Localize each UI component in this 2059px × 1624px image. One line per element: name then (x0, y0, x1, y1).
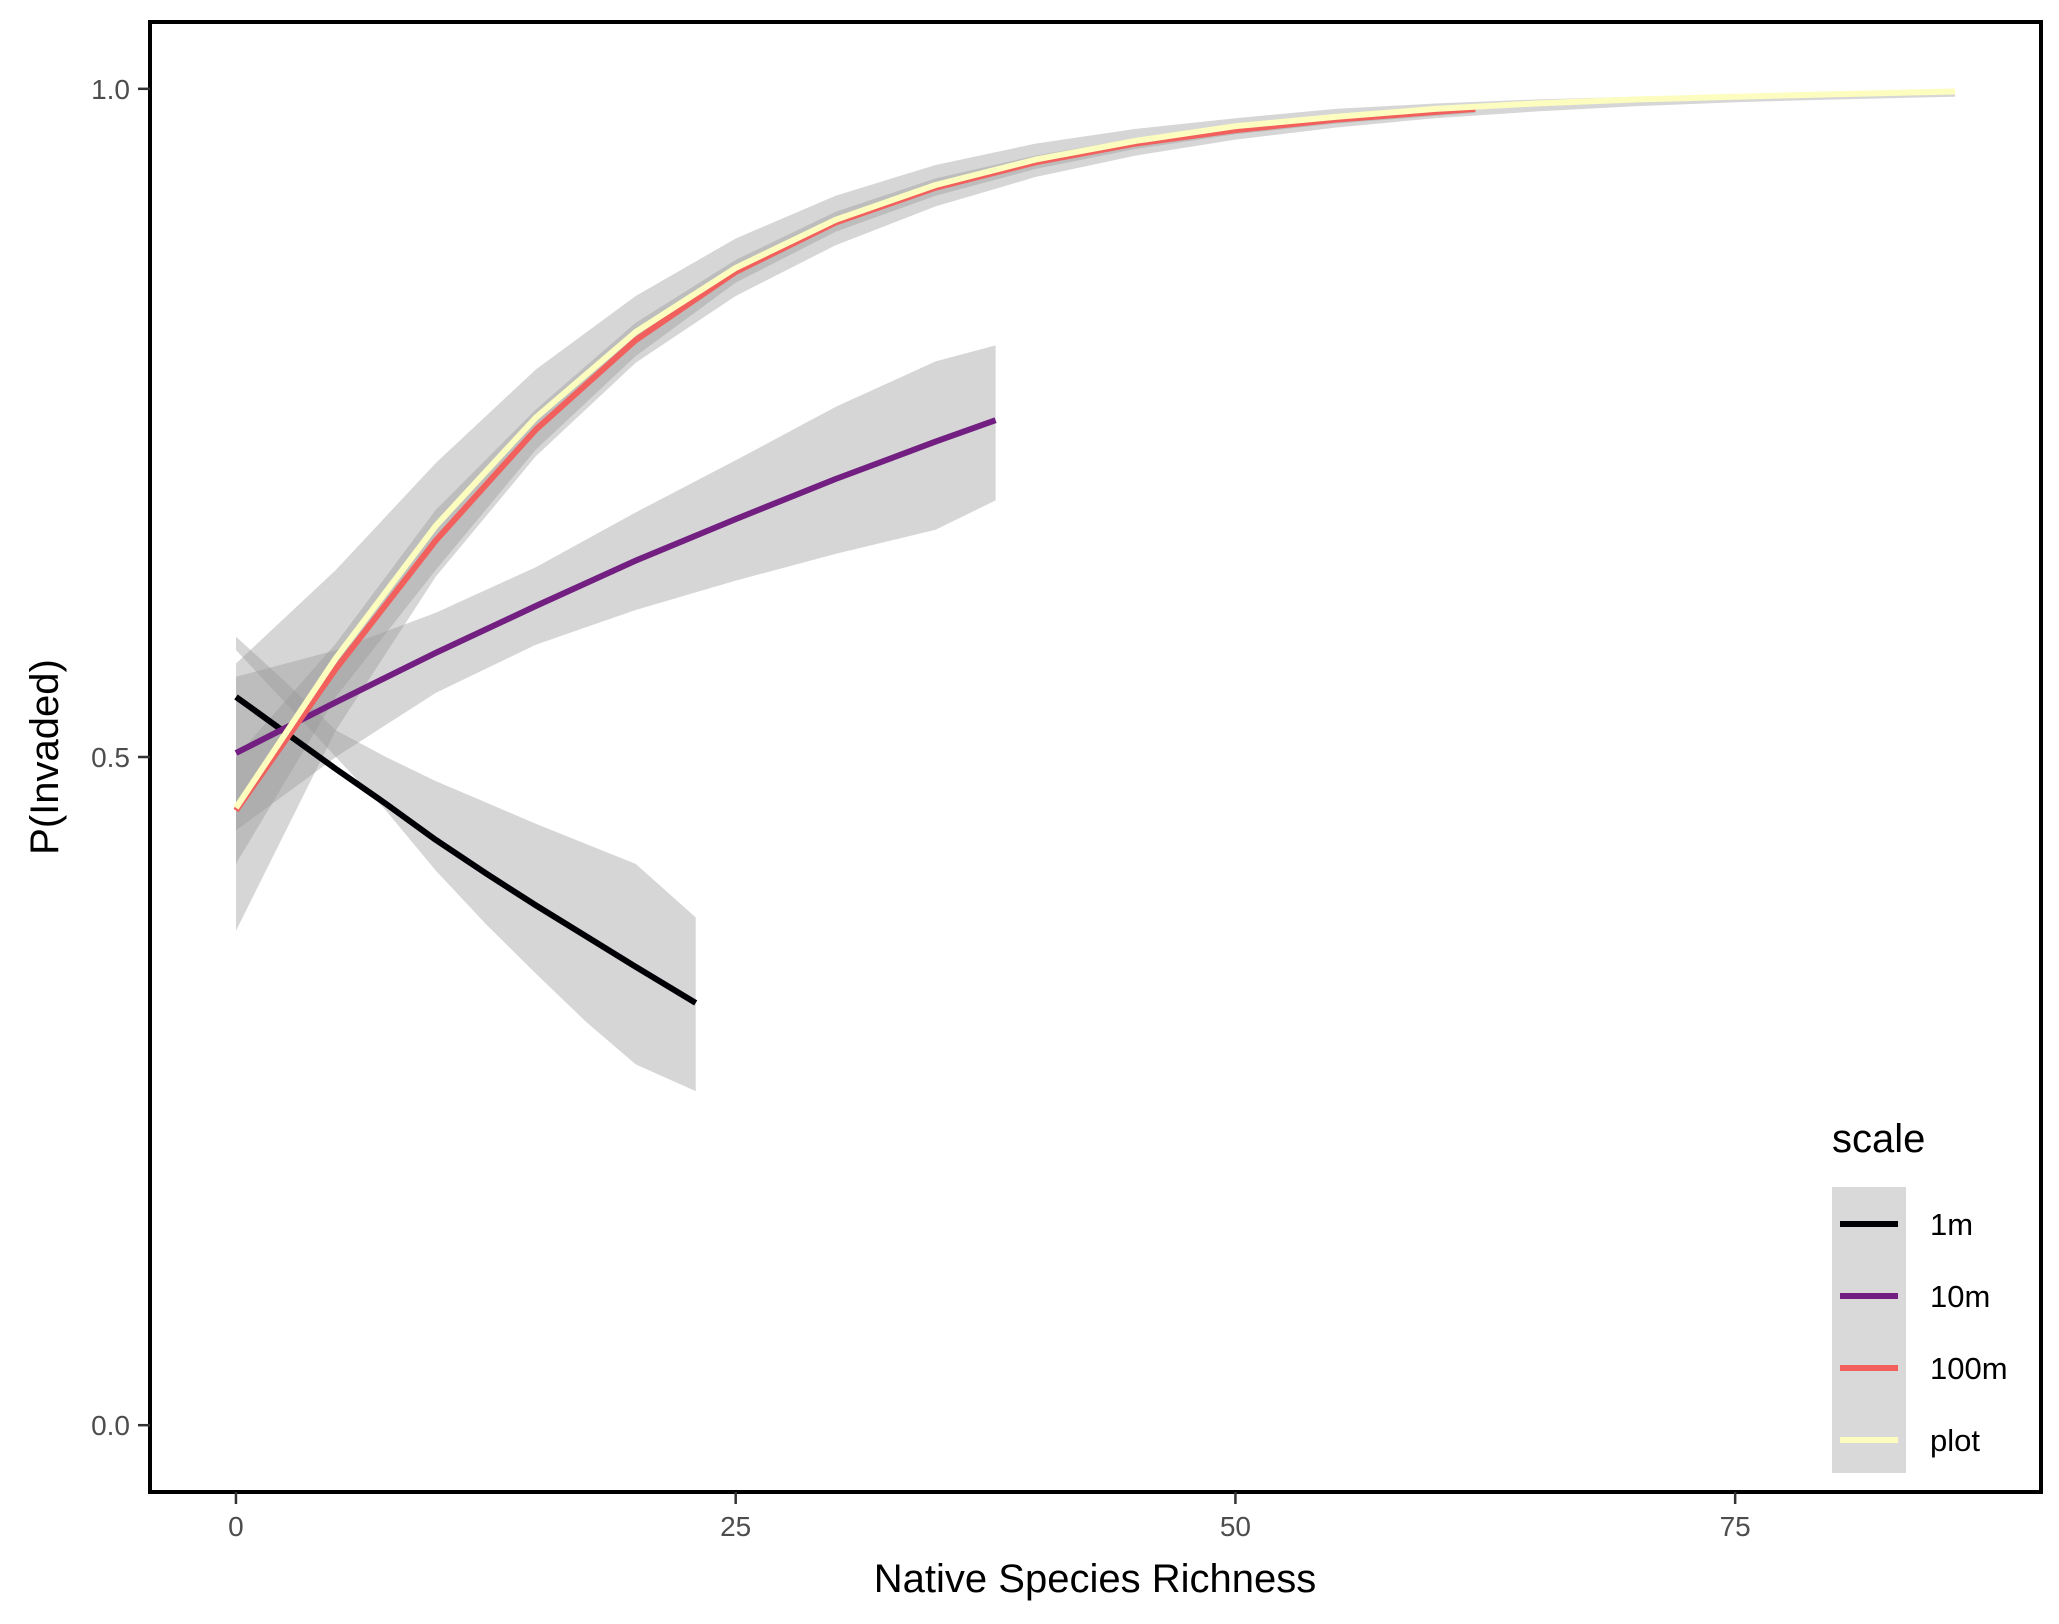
x-tick-label: 75 (1720, 1511, 1751, 1542)
x-axis: 0 25 50 75 (228, 1492, 1751, 1542)
series-line-plot (233, 88, 1956, 810)
legend-label-1m: 1m (1930, 1207, 1973, 1242)
y-tick-label: 0.5 (91, 742, 130, 773)
legend-title: scale (1832, 1117, 1925, 1161)
ribbon-plot (236, 90, 1955, 931)
series-lines (233, 88, 1956, 1006)
x-tick-label: 25 (720, 1511, 751, 1542)
x-axis-title: Native Species Richness (874, 1557, 1316, 1601)
series-line-10m (234, 417, 997, 756)
series-line-1m (234, 694, 698, 1006)
ribbon-1m (236, 636, 696, 1092)
legend-keys-background (1832, 1187, 1906, 1473)
legend-label-100m: 100m (1930, 1351, 2008, 1386)
y-axis: 0.0 0.5 1.0 (91, 74, 150, 1441)
x-tick-label: 0 (228, 1511, 244, 1542)
legend-label-plot: plot (1930, 1423, 1980, 1458)
legend-label-10m: 10m (1930, 1279, 1990, 1314)
legend-items: 1m 10m 100m plot (1840, 1207, 2008, 1458)
y-tick-label: 1.0 (91, 74, 130, 105)
ribbon-10m (236, 345, 996, 831)
legend: scale 1m 10m 100m plot (1832, 1117, 2008, 1473)
x-tick-label: 50 (1220, 1511, 1251, 1542)
y-axis-title: P(Invaded) (23, 659, 67, 855)
y-tick-label: 0.0 (91, 1410, 130, 1441)
